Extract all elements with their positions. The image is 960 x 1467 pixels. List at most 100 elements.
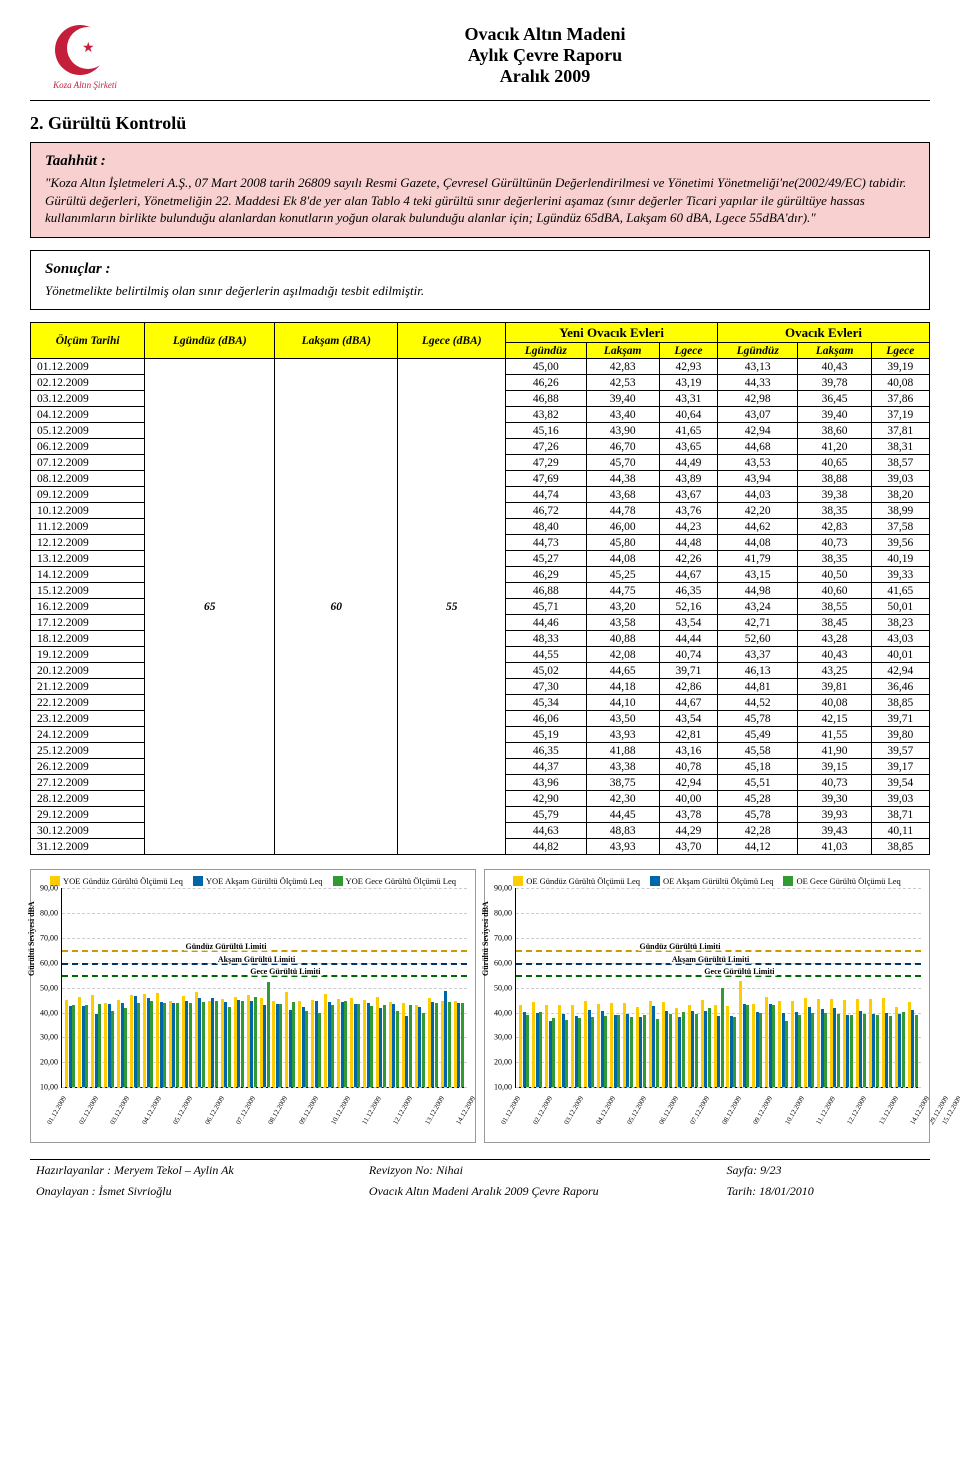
cell-value: 45,18 xyxy=(718,759,798,775)
sub-laksam-y: Lakşam xyxy=(586,343,659,359)
cell-value: 43,07 xyxy=(718,407,798,423)
cell-value: 44,68 xyxy=(718,439,798,455)
cell-value: 38,35 xyxy=(798,503,871,519)
cell-value: 43,24 xyxy=(718,599,798,615)
cell-value: 43,76 xyxy=(659,503,717,519)
cell-value: 39,30 xyxy=(798,791,871,807)
chart-bar xyxy=(435,1003,438,1087)
cell-value: 45,51 xyxy=(718,775,798,791)
cell-date: 04.12.2009 xyxy=(31,407,145,423)
cell-value: 42,26 xyxy=(659,551,717,567)
cell-date: 15.12.2009 xyxy=(31,583,145,599)
cell-value: 38,75 xyxy=(586,775,659,791)
cell-value: 42,53 xyxy=(586,375,659,391)
cell-value: 41,65 xyxy=(871,583,929,599)
cell-date: 07.12.2009 xyxy=(31,455,145,471)
legend-item: OE Akşam Gürültü Ölçümü Leq xyxy=(650,876,773,886)
cell-value: 40,78 xyxy=(659,759,717,775)
footer-hazirlayanlar: Hazırlayanlar : Meryem Tekol – Aylin Ak xyxy=(30,1160,363,1181)
company-logo: ★ Koza Altın Şirketi xyxy=(30,20,140,90)
cell-value: 43,65 xyxy=(659,439,717,455)
cell-value: 39,33 xyxy=(871,567,929,583)
cell-value: 38,71 xyxy=(871,807,929,823)
chart-yoe-area: 10,0020,0030,0040,0050,0060,0070,0080,00… xyxy=(61,888,467,1088)
cell-value: 46,35 xyxy=(506,743,586,759)
chart-bar xyxy=(915,1015,918,1087)
chart-oe-legend: OE Gündüz Gürültü Ölçümü Leq OE Akşam Gür… xyxy=(489,876,925,886)
chart-bar xyxy=(539,1012,542,1087)
chart-bar xyxy=(215,1001,218,1087)
charts-row: YOE Gündüz Gürültü Ölçümü LeqYOE Akşam G… xyxy=(30,869,930,1143)
cell-value: 38,20 xyxy=(871,487,929,503)
cell-date: 28.12.2009 xyxy=(31,791,145,807)
chart-bar xyxy=(656,1019,659,1088)
chart-bar xyxy=(357,1004,360,1087)
cell-value: 38,88 xyxy=(798,471,871,487)
cell-value: 43,20 xyxy=(586,599,659,615)
chart-bar xyxy=(267,982,270,1087)
cell-value: 46,06 xyxy=(506,711,586,727)
cell-value: 44,52 xyxy=(718,695,798,711)
footer-sayfa: Sayfa: 9/23 xyxy=(721,1160,930,1181)
chart-bar xyxy=(85,1005,88,1088)
chart-bar xyxy=(422,1013,425,1088)
chart-bar xyxy=(318,1013,321,1087)
cell-value: 40,11 xyxy=(871,823,929,839)
col-olcum: Ölçüm Tarihi xyxy=(31,323,145,359)
group-yeni: Yeni Ovacık Evleri xyxy=(506,323,718,343)
chart-bar xyxy=(137,1003,140,1087)
cell-value: 46,29 xyxy=(506,567,586,583)
col-lgunduz: Lgündüz (dBA) xyxy=(145,323,275,359)
cell-value: 40,50 xyxy=(798,567,871,583)
chart-bar xyxy=(850,1015,853,1088)
cell-value: 45,34 xyxy=(506,695,586,711)
cell-value: 42,30 xyxy=(586,791,659,807)
cell-date: 13.12.2009 xyxy=(31,551,145,567)
chart-bar xyxy=(383,1005,386,1087)
cell-value: 45,71 xyxy=(506,599,586,615)
cell-value: 43,54 xyxy=(659,615,717,631)
chart-bar xyxy=(617,1015,620,1087)
cell-value: 38,31 xyxy=(871,439,929,455)
chart-bar xyxy=(241,1001,244,1087)
chart-bar xyxy=(604,1016,607,1087)
cell-value: 45,79 xyxy=(506,807,586,823)
cell-value: 43,40 xyxy=(586,407,659,423)
cell-date: 20.12.2009 xyxy=(31,663,145,679)
cell-value: 48,83 xyxy=(586,823,659,839)
chart-oe: OE Gündüz Gürültü Ölçümü Leq OE Akşam Gür… xyxy=(484,869,930,1143)
chart-bar xyxy=(759,1013,762,1088)
cell-value: 44,62 xyxy=(718,519,798,535)
sub-lgece-o: Lgece xyxy=(871,343,929,359)
cell-value: 44,49 xyxy=(659,455,717,471)
chart-oe-area: 10,0020,0030,0040,0050,0060,0070,0080,00… xyxy=(515,888,921,1088)
legend-item: OE Gündüz Gürültü Ölçümü Leq xyxy=(513,876,640,886)
chart-bar xyxy=(708,1008,711,1087)
cell-value: 44,10 xyxy=(586,695,659,711)
chart-bar xyxy=(189,1003,192,1087)
chart-bar xyxy=(578,1018,581,1087)
cell-date: 01.12.2009 xyxy=(31,359,145,375)
cell-value: 43,16 xyxy=(659,743,717,759)
cell-value: 41,88 xyxy=(586,743,659,759)
cell-date: 08.12.2009 xyxy=(31,471,145,487)
chart-bar xyxy=(292,1002,295,1088)
cell-value: 52,16 xyxy=(659,599,717,615)
group-ovacik: Ovacık Evleri xyxy=(718,323,930,343)
cell-value: 41,65 xyxy=(659,423,717,439)
cell-value: 44,67 xyxy=(659,695,717,711)
cell-value: 44,45 xyxy=(586,807,659,823)
chart-bar xyxy=(902,1012,905,1087)
cell-value: 43,38 xyxy=(586,759,659,775)
chart-bar xyxy=(552,1018,555,1087)
chart-bar xyxy=(876,1015,879,1087)
cell-value: 45,78 xyxy=(718,807,798,823)
cell-value: 39,56 xyxy=(871,535,929,551)
cell-value: 46,00 xyxy=(586,519,659,535)
title-line-2: Aylık Çevre Raporu xyxy=(160,45,930,66)
cell-value: 44,67 xyxy=(659,567,717,583)
cell-date: 11.12.2009 xyxy=(31,519,145,535)
cell-date: 16.12.2009 xyxy=(31,599,145,615)
cell-value: 36,46 xyxy=(871,679,929,695)
chart-bar xyxy=(798,1015,801,1087)
